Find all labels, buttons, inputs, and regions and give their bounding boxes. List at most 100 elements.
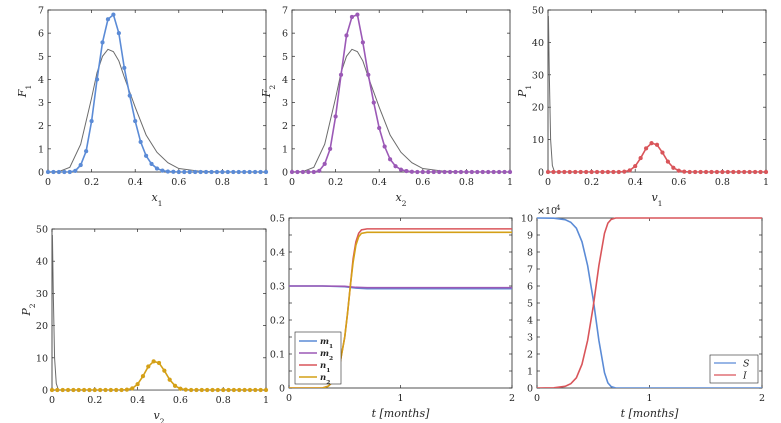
data-point (62, 169, 67, 175)
y-tick-label: 1 (527, 367, 533, 378)
data-point (198, 169, 203, 175)
data-point (698, 169, 703, 175)
data-point (693, 169, 698, 175)
panel-F1: 0 0.2 0.4 0.6 0.8 1 0 1 2 3 4 5 6 7 x1 F1 (16, 6, 269, 208)
series-line-simulated (292, 13, 510, 172)
data-point (187, 169, 192, 175)
y-tick-label: 50 (532, 6, 544, 17)
x-axis-label: v1 (651, 191, 662, 208)
data-point (111, 12, 116, 17)
data-point (605, 169, 611, 175)
data-point (676, 168, 681, 173)
y-tick-label: 5 (527, 299, 533, 310)
data-point (209, 169, 214, 175)
data-point (306, 169, 311, 175)
y-tick-label: 5 (38, 52, 44, 63)
x-axis-label: t [months] (372, 407, 430, 420)
data-point (551, 169, 556, 175)
data-point (491, 169, 496, 175)
y-tick-label: 3 (282, 98, 288, 109)
data-point (71, 387, 76, 393)
data-point (226, 387, 231, 393)
y-tick-label: 40 (36, 257, 48, 268)
data-point (584, 169, 589, 175)
data-point (149, 161, 154, 167)
x-tick-label: 0.8 (216, 395, 231, 406)
series-line-reference (48, 48, 266, 172)
x-tick-label: 0 (49, 395, 55, 406)
data-point (81, 387, 87, 393)
x-axis-label: x2 (395, 191, 406, 208)
y-tick-label: 0.3 (270, 282, 285, 293)
data-point (215, 387, 221, 393)
data-point (507, 169, 513, 175)
x-tick-label: 2 (759, 393, 765, 404)
y-tick-label: 5 (282, 52, 288, 63)
data-point (94, 77, 100, 82)
data-point (199, 387, 204, 393)
y-tick-label: 0 (279, 384, 285, 395)
y-tick-label: 0.4 (270, 248, 285, 259)
data-point (377, 125, 382, 131)
data-point (56, 169, 62, 175)
data-point (355, 12, 360, 17)
data-point (709, 169, 714, 175)
data-point (447, 169, 453, 175)
y-tick-label: 0.2 (270, 316, 285, 327)
data-point (589, 169, 594, 175)
y-tick-label: 6 (282, 29, 288, 40)
data-point (247, 387, 253, 393)
data-point (258, 169, 263, 175)
y-tick-label: 20 (532, 103, 544, 114)
data-point (49, 387, 55, 393)
data-point (731, 169, 736, 175)
data-point (231, 169, 236, 175)
data-point (114, 387, 119, 393)
data-point (649, 141, 654, 146)
data-point (205, 387, 210, 393)
data-point (409, 169, 415, 174)
data-point (119, 387, 124, 393)
data-point (398, 167, 404, 172)
data-point (73, 168, 78, 173)
y-tick-label: 0 (282, 168, 288, 179)
data-point (133, 118, 138, 124)
data-point (344, 33, 349, 38)
x-tick-label: 0.8 (715, 177, 730, 188)
y-tick-label: 30 (532, 70, 544, 81)
y-tick-label: 0.1 (270, 350, 285, 361)
data-point (140, 374, 146, 379)
y-tick-label: 0 (538, 168, 544, 179)
y-tick-label: 10 (36, 353, 48, 364)
y-tick-label: 40 (532, 38, 544, 49)
data-point (67, 169, 72, 175)
data-point (124, 387, 130, 392)
x-tick-label: 0.6 (173, 395, 188, 406)
data-point (752, 169, 758, 175)
data-point (611, 169, 616, 175)
data-point (225, 169, 231, 175)
x-tick-label: 1 (263, 395, 269, 406)
data-point (143, 153, 149, 158)
series-line-S (537, 217, 762, 388)
y-tick-label: 0 (42, 386, 48, 397)
y-tick-label: 30 (36, 289, 48, 300)
y-tick-label: 2 (282, 121, 288, 132)
y-tick-label: 20 (36, 321, 48, 332)
data-point (763, 169, 769, 175)
x-tick-label: 0.2 (328, 177, 343, 188)
data-point (382, 144, 387, 149)
data-point (665, 159, 671, 164)
data-point (469, 169, 475, 175)
x-tick-label: 0 (289, 177, 295, 188)
data-point (393, 164, 398, 169)
x-tick-label: 0.6 (671, 177, 686, 188)
x-axis-label: t [months] (621, 407, 679, 420)
x-tick-label: 0.2 (87, 395, 102, 406)
y-tick-label: 7 (527, 265, 533, 276)
data-point (203, 169, 209, 175)
y-tick-label: 4 (282, 75, 288, 86)
